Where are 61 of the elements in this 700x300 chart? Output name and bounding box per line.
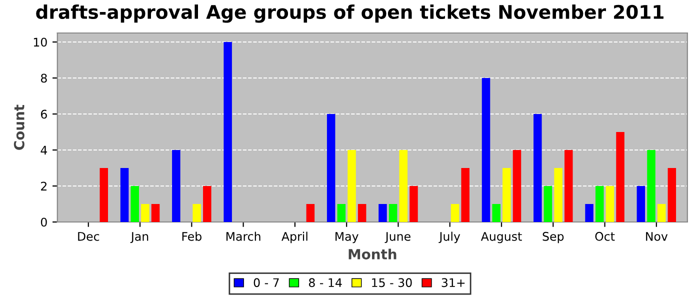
bar [595, 186, 604, 222]
bar [554, 168, 562, 222]
bar [378, 204, 387, 222]
legend-label: 8 - 14 [308, 278, 342, 288]
bar [203, 186, 212, 222]
x-tick-label: March [226, 232, 260, 241]
x-tick-label: Jan [130, 232, 148, 244]
x-tick-label: May [336, 232, 358, 244]
bar [647, 150, 656, 222]
bar [585, 204, 594, 222]
legend-label: 15 - 30 [372, 278, 412, 288]
legend-label: 31+ [442, 278, 465, 288]
x-tick-label: April [282, 232, 308, 244]
x-tick-label: Feb [182, 232, 202, 241]
bar [306, 204, 315, 222]
bar [348, 150, 356, 222]
x-tick-label: August [480, 232, 522, 244]
bar [512, 150, 522, 222]
bar [668, 168, 676, 222]
bar [544, 186, 552, 222]
bar [636, 186, 646, 222]
x-tick-label: Sep [542, 232, 564, 244]
bar [399, 150, 408, 222]
bar [450, 204, 460, 222]
bar [616, 132, 624, 222]
x-axis-title: Month [348, 248, 396, 260]
bar [192, 204, 201, 222]
bar [224, 42, 232, 222]
y-axis-title: Count [14, 104, 24, 150]
bar [657, 204, 666, 222]
y-tick-label: 8 [40, 74, 47, 83]
bar [461, 168, 470, 222]
bar [130, 186, 139, 222]
bar [564, 150, 573, 222]
y-tick-label: 2 [41, 182, 46, 190]
x-tick-label: Nov [646, 232, 668, 241]
y-tick-label: 6 [40, 110, 47, 119]
bar [326, 114, 336, 222]
bar [410, 186, 418, 222]
x-tick-label: Oct [595, 232, 615, 241]
bar [388, 204, 398, 222]
y-tick-label: 0 [40, 218, 47, 227]
bar [120, 168, 129, 222]
bar [100, 168, 108, 222]
x-tick-label: June [384, 232, 410, 244]
bar [502, 168, 511, 222]
bar [606, 186, 614, 222]
y-tick-label: 10 [34, 38, 47, 47]
bar [151, 204, 160, 222]
bar [358, 204, 366, 222]
chart-title: drafts-approval Age groups of open tickets November 2011 [36, 4, 664, 23]
legend-label: 0 - 7 [254, 278, 279, 288]
bar [141, 204, 150, 222]
y-tick-label: 4 [40, 146, 48, 154]
bar [534, 114, 542, 222]
bar [337, 204, 346, 222]
bar [172, 150, 180, 222]
bar [492, 204, 500, 222]
bar [482, 78, 490, 222]
x-tick-label: July [438, 232, 460, 244]
x-tick-label: Dec [78, 232, 100, 241]
